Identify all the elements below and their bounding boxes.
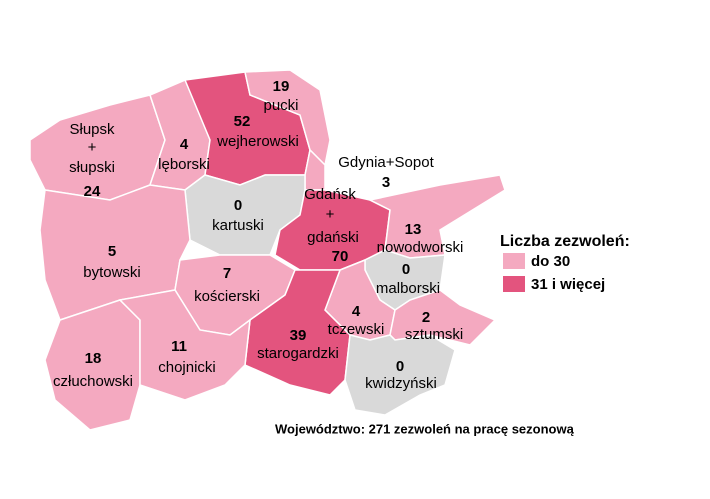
region-value: 18 (85, 350, 102, 367)
labels: 24Słupsk+słupski4lęborski52wejherowski19… (53, 78, 463, 392)
region (244, 269, 351, 396)
region-value: 70 (332, 248, 349, 265)
footer: Województwo: 271 zezwoleń na pracę sezon… (275, 421, 575, 436)
legend-label: do 30 (531, 253, 570, 270)
legend-title: Liczba zezwoleń: (500, 233, 630, 250)
region-value: 52 (234, 113, 251, 130)
region-value: 4 (352, 303, 361, 320)
region-value: 2 (422, 309, 430, 326)
region-value: 24 (84, 183, 101, 200)
region-name: człuchowski (53, 373, 133, 390)
region-name: Słupsk (69, 121, 115, 138)
region-value: 7 (223, 265, 231, 282)
region-name: tczewski (328, 321, 385, 338)
region-name: pucki (263, 97, 298, 114)
region-name: słupski (69, 159, 115, 176)
region-value: 0 (396, 358, 404, 375)
region-value: 0 (402, 261, 410, 278)
region (367, 174, 506, 259)
region-name: + (88, 139, 97, 156)
region-value: 0 (234, 197, 242, 214)
region-name: sztumski (405, 326, 463, 343)
legend-swatch (503, 253, 525, 269)
region-name: bytowski (83, 264, 141, 281)
region-name: malborski (376, 280, 440, 297)
region-name: kościerski (194, 288, 260, 305)
region-name: wejherowski (216, 133, 299, 150)
region-value: 19 (273, 78, 290, 95)
region-value: 13 (405, 221, 422, 238)
region-name: starogardzki (257, 345, 339, 362)
region-value: 3 (382, 174, 390, 191)
region-name: + (326, 206, 335, 223)
region-value: 5 (108, 243, 116, 260)
region (118, 289, 251, 401)
region-name: chojnicki (158, 359, 216, 376)
regions (29, 69, 506, 431)
region-value: 4 (180, 136, 189, 153)
region-name: kartuski (212, 217, 264, 234)
region-name: gdański (307, 229, 359, 246)
region-name: kwidzyński (365, 375, 437, 392)
region-name: Gdańsk (304, 186, 356, 203)
region-name: lęborski (158, 156, 210, 173)
region-value: 39 (290, 327, 307, 344)
region-name: Gdynia+Sopot (338, 154, 434, 171)
region-value: 11 (171, 338, 187, 355)
legend-label: 31 i więcej (531, 276, 605, 293)
region-name: nowodworski (377, 239, 464, 256)
region (344, 334, 456, 416)
legend-swatch (503, 276, 525, 292)
